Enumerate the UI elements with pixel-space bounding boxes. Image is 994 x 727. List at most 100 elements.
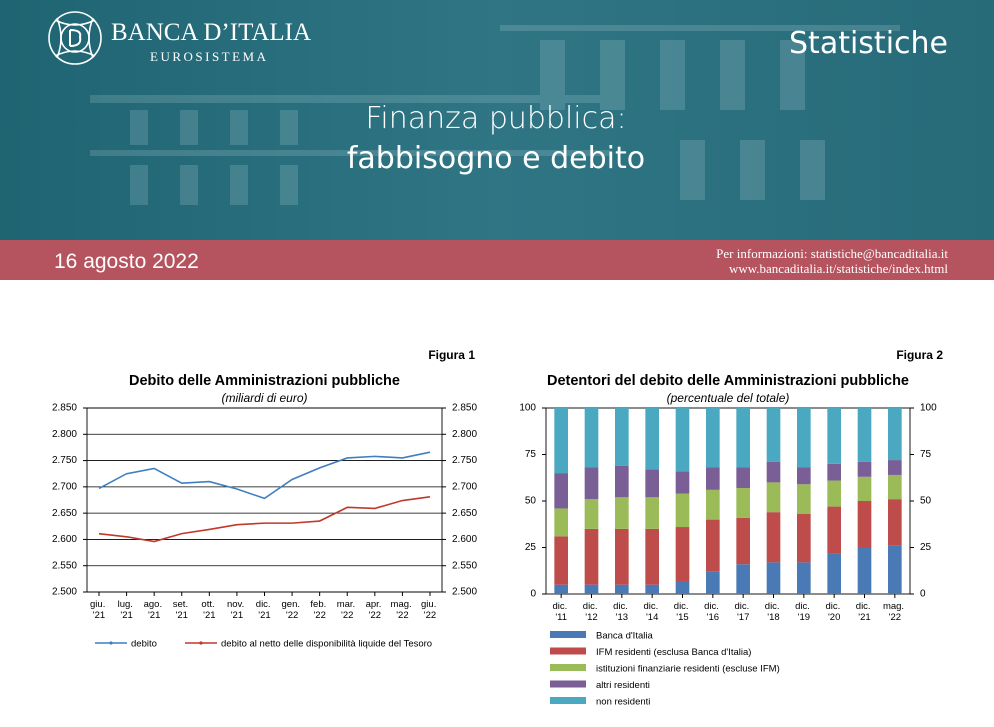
bar-segment: [706, 408, 720, 468]
y2-tick-label: 100: [920, 403, 937, 414]
x-tick-label: nov. '21: [227, 599, 247, 621]
y2-tick-label: 2.800: [452, 429, 477, 440]
bar-segment: [857, 501, 872, 548]
x-tick-label: dic. '15: [674, 601, 691, 623]
y-tick-label: 2.500: [52, 587, 77, 598]
bar-segment: [888, 499, 902, 546]
x-tick-label: dic. '12: [583, 601, 600, 623]
chart-subtitle: (percentuale del totale): [667, 391, 790, 405]
legend-marker: [199, 641, 203, 645]
bar-segment: [857, 461, 872, 477]
bar-segment: [827, 506, 841, 554]
y-tick-label: 0: [530, 589, 536, 600]
bar-segment: [554, 584, 568, 594]
legend-label: IFM residenti (esclusa Banca d'Italia): [596, 647, 751, 658]
bar-segment: [706, 519, 720, 572]
y-tick-label: 2.650: [52, 508, 77, 519]
bar-segment: [797, 562, 811, 594]
x-tick-label: giu. '22: [421, 599, 439, 621]
header-background: [0, 0, 994, 240]
bar-segment: [645, 584, 659, 594]
bar-segment: [554, 536, 568, 585]
x-tick-label: dic. '16: [704, 601, 721, 623]
x-tick-label: ott. '21: [201, 599, 217, 621]
bar-segment: [615, 584, 629, 594]
y2-tick-label: 2.850: [452, 403, 477, 414]
legend-swatch: [550, 680, 586, 688]
bar-segment: [584, 467, 599, 500]
bar-segment: [615, 465, 629, 498]
bar-segment: [888, 474, 902, 500]
plot-frame: [545, 407, 911, 595]
x-tick-label: dic. '21: [856, 601, 873, 623]
legend-label: istituzioni finanziarie residenti (esclu…: [596, 664, 780, 675]
y-tick-label: 2.550: [52, 560, 77, 571]
x-tick-label: dic. '20: [825, 601, 842, 623]
x-tick-label: mag. '22: [391, 599, 415, 621]
y2-tick-label: 0: [920, 589, 926, 600]
chart-subtitle: (miliardi di euro): [221, 391, 307, 405]
y-tick-label: 2.700: [52, 481, 77, 492]
bar-segment: [766, 562, 781, 594]
y2-tick-label: 2.650: [452, 508, 477, 519]
report-date: 16 agosto 2022: [54, 250, 199, 273]
y2-tick-label: 2.600: [452, 534, 477, 545]
x-tick-label: dic. '18: [765, 601, 782, 623]
x-tick-label: mar. '22: [337, 599, 358, 621]
date-band: [0, 240, 994, 280]
bar-segment: [584, 584, 599, 594]
legend-marker: [109, 641, 113, 645]
bar-segment: [645, 497, 659, 529]
legend-swatch: [550, 647, 586, 655]
bar-segment: [766, 461, 781, 483]
bar-segment: [827, 480, 841, 507]
bar-segment: [797, 484, 811, 515]
bar-segment: [675, 408, 690, 472]
bar-segment: [736, 564, 750, 594]
x-tick-label: apr. '22: [366, 599, 385, 621]
y2-tick-label: 25: [920, 542, 932, 553]
x-tick-label: ago. '21: [144, 599, 165, 621]
plot-frame: [86, 407, 443, 593]
bar-segment: [857, 476, 872, 501]
x-tick-label: dic. '14: [643, 601, 660, 623]
bar-segment: [797, 467, 811, 485]
section-title: Statistiche: [789, 26, 948, 61]
x-tick-label: dic. '11: [552, 601, 569, 623]
y-tick-label: 25: [525, 542, 537, 553]
x-tick-label: feb. '22: [310, 599, 329, 621]
y-tick-label: 50: [525, 496, 537, 507]
x-tick-label: mag. '22: [883, 601, 907, 623]
bar-segment: [584, 528, 599, 585]
bar-segment: [706, 571, 720, 594]
bar-segment: [797, 514, 811, 563]
y-tick-label: 2.600: [52, 534, 77, 545]
bar-segment: [645, 469, 659, 498]
bar-segment: [857, 408, 872, 462]
logo-subtitle: EUROSISTEMA: [150, 49, 269, 64]
legend-swatch: [550, 697, 586, 704]
bar-segment: [888, 460, 902, 475]
legend-label: debito al netto delle disponibilità liqu…: [221, 639, 432, 650]
logo-name: BANCA D’ITALIA: [111, 19, 311, 46]
x-tick-label: dic. '19: [795, 601, 812, 623]
bar-segment: [888, 545, 902, 594]
bar-segment: [554, 408, 568, 474]
bar-segment: [736, 487, 750, 518]
bar-segment: [827, 463, 841, 481]
bar-segment: [675, 493, 690, 528]
y-tick-label: 2.800: [52, 429, 77, 440]
contact-info: Per informazioni: statistiche@bancadital…: [716, 246, 948, 261]
bar-segment: [857, 547, 872, 594]
x-tick-label: giu. '21: [90, 599, 108, 621]
bar-segment: [736, 517, 750, 565]
bar-segment: [584, 408, 599, 468]
header-building: [90, 25, 900, 205]
bar-segment: [615, 497, 629, 529]
y2-tick-label: 2.550: [452, 560, 477, 571]
bar-segment: [797, 408, 811, 468]
y-tick-label: 2.750: [52, 455, 77, 466]
figure-label: Figura 1: [428, 348, 475, 362]
bar-segment: [554, 508, 568, 537]
bar-segment: [766, 482, 781, 513]
